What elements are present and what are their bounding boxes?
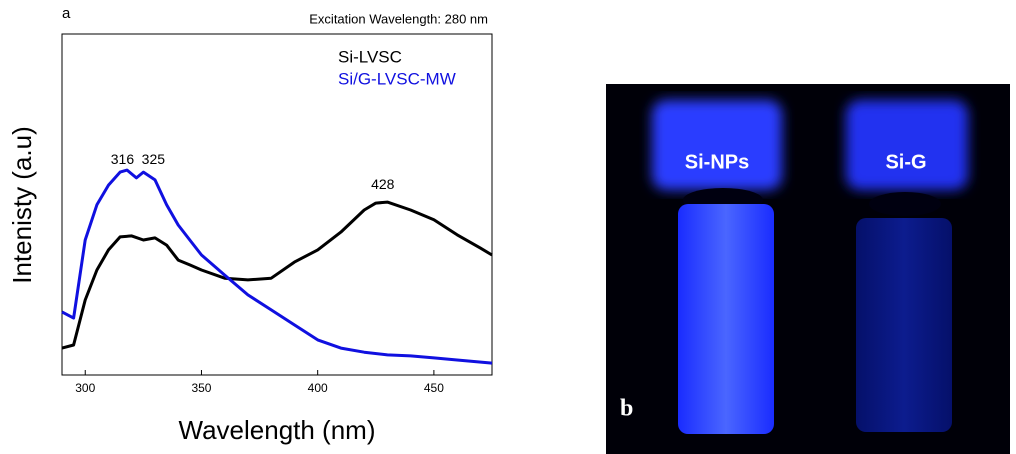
photo: Si-NPs Si-G b <box>606 84 1010 454</box>
vial-label: Si-NPs <box>685 151 749 173</box>
panel-label: a <box>62 5 71 22</box>
y-axis-label: Intenisty (a.u) <box>7 126 37 284</box>
vial-body <box>678 204 774 434</box>
vial-neck <box>869 192 941 216</box>
vial-cap <box>846 100 968 190</box>
vial-cap <box>652 100 782 190</box>
x-tick-label: 300 <box>75 381 95 395</box>
peak-label: 325 <box>142 151 166 167</box>
x-tick-label: 350 <box>191 381 211 395</box>
series-line <box>61 168 493 365</box>
vial-body <box>856 218 952 432</box>
vial-label: Si-G <box>885 151 926 173</box>
legend-label: Si/G-LVSC-MW <box>338 69 456 88</box>
peak-label: 428 <box>371 176 395 192</box>
x-tick-label: 400 <box>308 381 328 395</box>
legend-label: Si-LVSC <box>338 47 402 66</box>
peak-label: 316 <box>111 151 135 167</box>
x-axis-label: Wavelength (nm) <box>179 415 376 445</box>
x-tick-label: 450 <box>424 381 444 395</box>
plot-frame <box>61 33 493 376</box>
panel-label: b <box>620 396 633 422</box>
series-line <box>61 200 493 350</box>
subtitle: Excitation Wavelength: 280 nm <box>309 11 488 26</box>
